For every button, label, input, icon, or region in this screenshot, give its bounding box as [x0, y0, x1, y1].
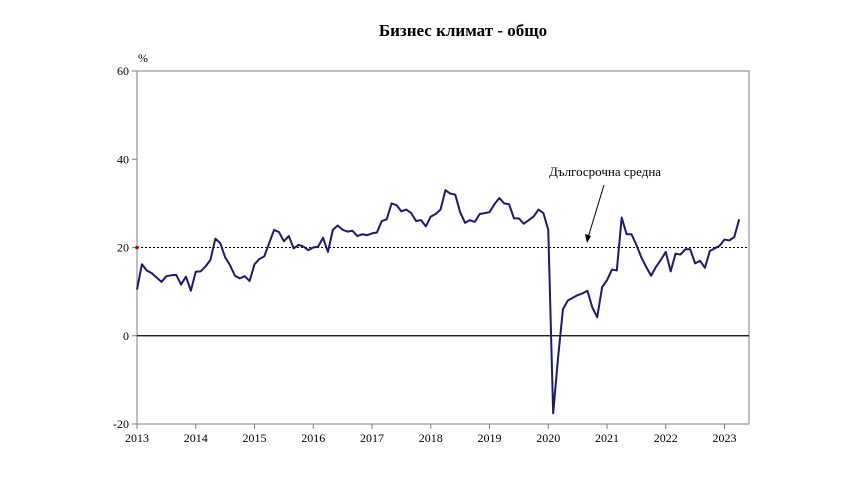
x-tick-label: 2023 [713, 431, 737, 445]
x-tick-label: 2016 [301, 431, 325, 445]
annotation-arrow-line [586, 184, 605, 242]
x-tick-label: 2014 [184, 431, 208, 445]
x-tick-label: 2019 [478, 431, 502, 445]
x-axis: 2013 2014 2015 2016 2017 2018 2019 2020 2021 2022… [125, 424, 737, 445]
series-line-business-climate [136, 189, 741, 415]
x-tick-label: 2017 [360, 431, 384, 445]
x-tick-label: 2013 [125, 431, 149, 445]
long-term-average-label: Дългосрочна средна [549, 164, 661, 179]
annotation-arrowhead [585, 234, 591, 243]
y-tick-label: -20 [113, 417, 129, 431]
y-tick-label: 60 [117, 64, 129, 78]
x-tick-label: 2020 [536, 431, 560, 445]
y-tick-label: 20 [117, 241, 129, 255]
y-tick-label: 40 [117, 152, 129, 166]
long-term-average-marker [135, 245, 139, 250]
x-tick-label: 2018 [419, 431, 443, 445]
y-axis: -20 0 20 40 60 [113, 64, 137, 431]
x-tick-label: 2015 [243, 431, 267, 445]
chart-title: Бизнес климат - общо [379, 21, 547, 40]
y-axis-unit-label: % [138, 51, 148, 65]
x-tick-label: 2021 [595, 431, 619, 445]
x-tick-label: 2022 [654, 431, 678, 445]
y-tick-label: 0 [123, 329, 129, 343]
